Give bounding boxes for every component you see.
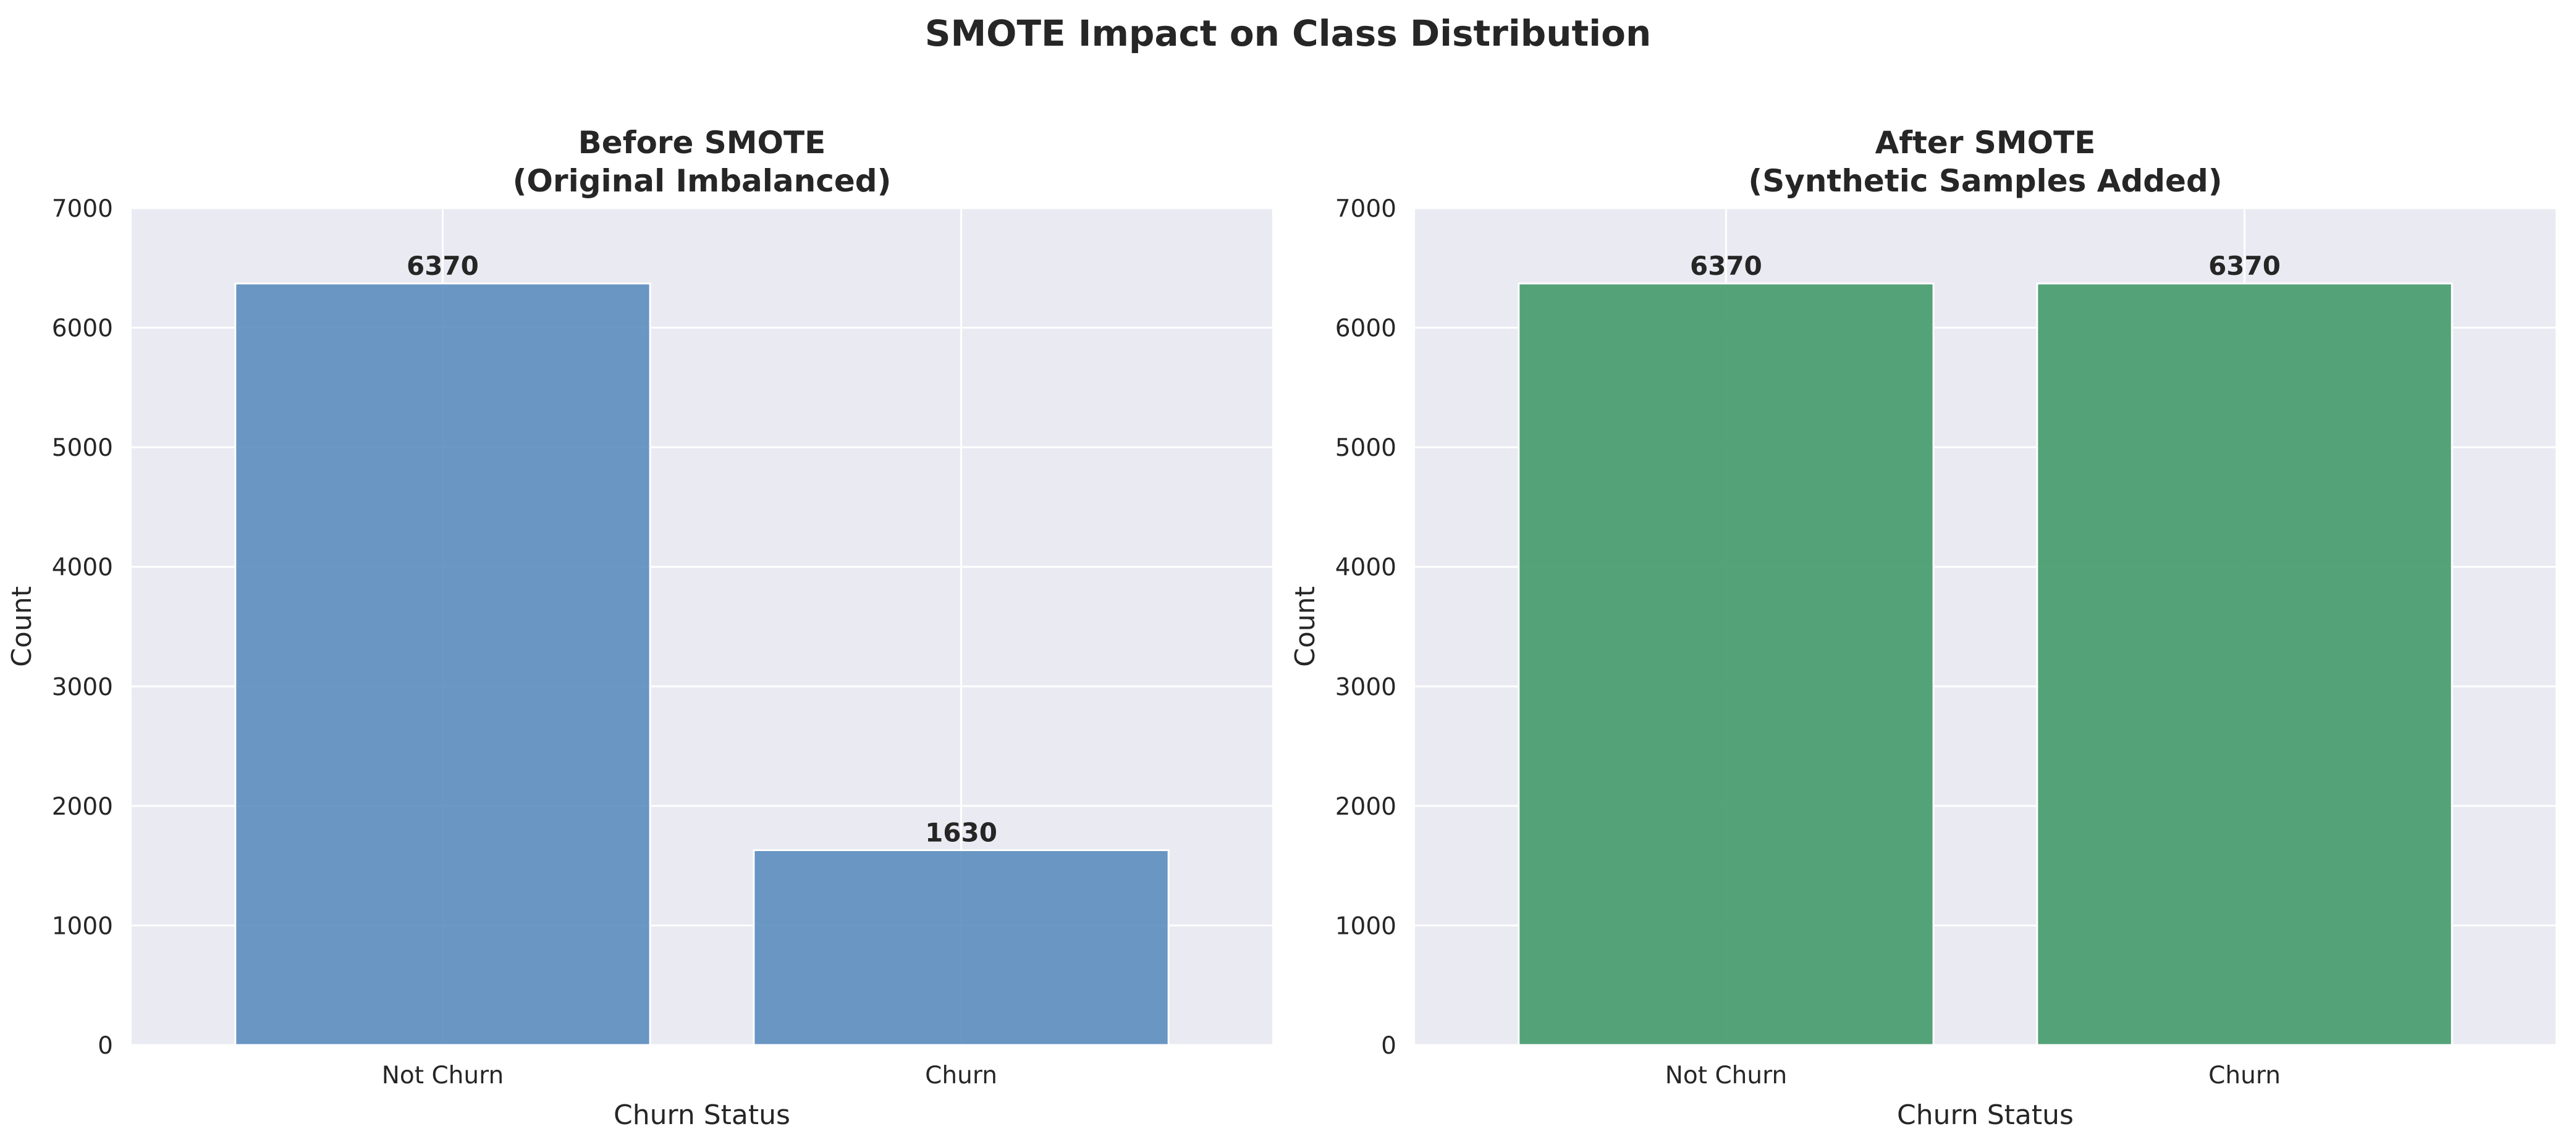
y-tick-label: 0 [98, 1032, 113, 1060]
y-tick-label: 3000 [52, 673, 113, 701]
chart-title: Before SMOTE [578, 125, 826, 161]
y-tick-label: 3000 [1335, 673, 1396, 701]
x-axis-label: Churn Status [614, 1099, 790, 1131]
bar-churn [753, 849, 1170, 1046]
y-tick-label: 7000 [1335, 195, 1396, 223]
x-tick-label: Not Churn [382, 1062, 504, 1090]
y-tick-label: 2000 [1335, 793, 1396, 821]
y-tick-label: 6000 [52, 315, 113, 343]
chart-subtitle: (Synthetic Samples Added) [1748, 163, 2222, 199]
y-tick-label: 0 [1381, 1032, 1396, 1060]
y-tick-label: 4000 [52, 554, 113, 582]
bar-churn [2036, 282, 2453, 1046]
x-axis-label: Churn Status [1897, 1099, 2074, 1131]
bar-value-label: 1630 [925, 817, 997, 847]
bar-value-label: 6370 [407, 251, 479, 281]
figure-title: SMOTE Impact on Class Distribution [924, 12, 1652, 54]
bar-not-churn [1518, 282, 1935, 1046]
x-tick-label: Churn [925, 1062, 997, 1090]
y-tick-label: 7000 [52, 195, 113, 223]
y-tick-label: 2000 [52, 793, 113, 821]
y-tick-label: 1000 [1335, 912, 1396, 940]
chart-title: After SMOTE [1875, 125, 2096, 161]
x-tick-label: Churn [2208, 1062, 2281, 1090]
y-axis-label: Count [6, 586, 38, 667]
chart-subtitle: (Original Imbalanced) [513, 163, 892, 199]
bar-value-label: 6370 [2208, 251, 2281, 281]
panel-before-smote: 6370 1630 0 1000 2000 3000 4000 5000 6000 7000 Not… [6, 125, 1272, 1131]
x-tick-label: Not Churn [1665, 1062, 1787, 1090]
y-axis-label: Count [1290, 586, 1321, 667]
y-tick-label: 4000 [1335, 554, 1396, 582]
bar-not-churn [234, 282, 651, 1046]
y-tick-label: 5000 [1335, 434, 1396, 462]
y-tick-label: 5000 [52, 434, 113, 462]
y-tick-label: 1000 [52, 912, 113, 940]
y-tick-label: 6000 [1335, 315, 1396, 343]
bar-value-label: 6370 [1690, 251, 1762, 281]
panel-after-smote: 6370 6370 0 1000 2000 3000 4000 5000 6000 7000 Not… [1290, 125, 2556, 1131]
